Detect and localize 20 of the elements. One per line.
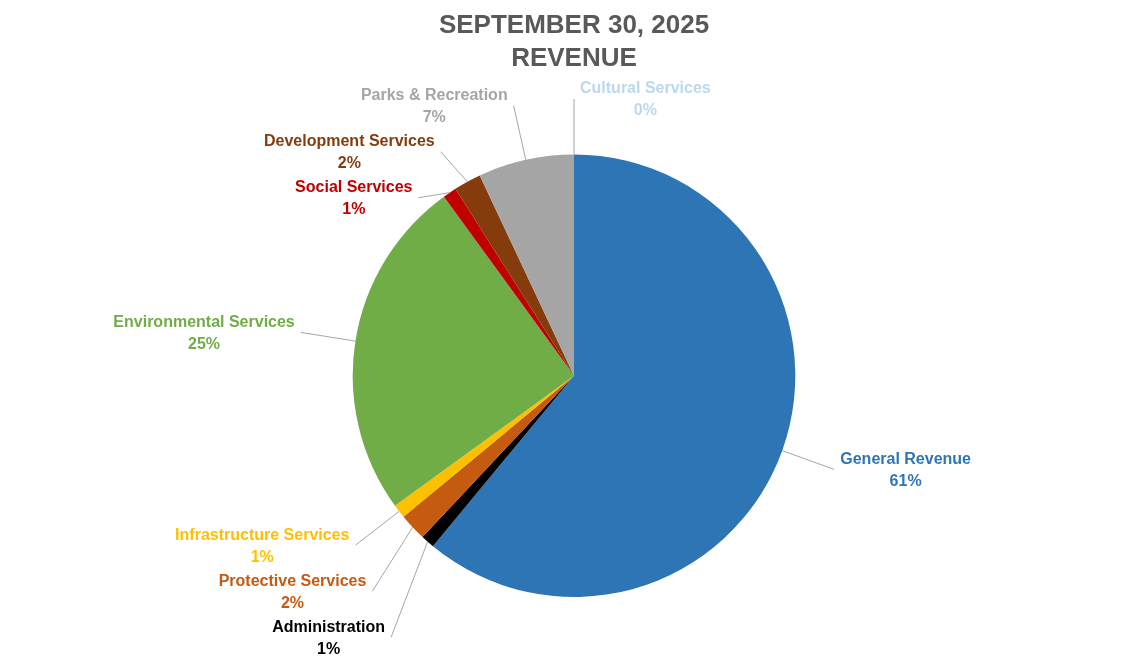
data-label: 1% — [250, 547, 274, 565]
chart-title: SEPTEMBER 30, 2025 — [438, 8, 710, 39]
data-label: 61% — [889, 471, 922, 489]
data-label: 25% — [188, 334, 221, 352]
slice-label: Infrastructure Services — [175, 525, 350, 543]
slice-label: General Revenue — [840, 449, 972, 467]
data-label: 2% — [280, 593, 305, 611]
data-label: 1% — [342, 200, 366, 218]
text: 0% — [633, 101, 657, 119]
slice-label: Administration — [272, 617, 386, 635]
slice-label: Parks & Recreation — [360, 86, 508, 104]
chart-subtitle: REVENUE — [511, 41, 637, 72]
data-label: 2% — [337, 154, 361, 172]
data-label: 1% — [317, 639, 341, 657]
slice-label: Development Services — [263, 132, 435, 150]
category-label: Cultural Services — [580, 79, 711, 97]
slice-label: Protective Services — [218, 571, 367, 589]
slice-label: Social Services — [295, 178, 413, 196]
data-label: 7% — [422, 108, 446, 126]
slice-label: Environmental Services — [113, 312, 295, 330]
